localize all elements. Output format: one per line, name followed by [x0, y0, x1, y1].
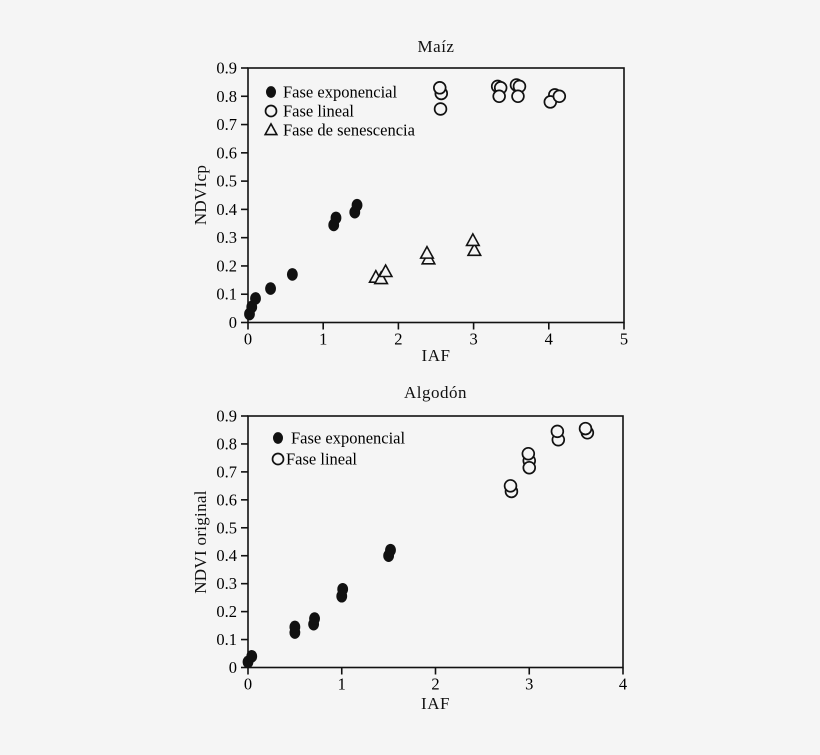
point-open-circle	[521, 446, 536, 461]
y-tick-label: 0.5	[216, 172, 237, 191]
point-filled-circle	[385, 543, 396, 557]
point-open-circle	[492, 89, 506, 104]
x-tick-label: 2	[394, 330, 402, 349]
y-tick-label: 0.7	[216, 115, 237, 134]
y-axis-label-algodon: NDVI original	[191, 490, 210, 594]
y-tick-label: 0.7	[216, 462, 237, 481]
point-open-circle	[552, 89, 567, 104]
x-tick-label: 0	[244, 330, 252, 349]
point-open-circle	[578, 421, 593, 436]
y-tick-label: 0.4	[216, 200, 237, 219]
point-open-circle	[511, 89, 525, 104]
point-open-triangle	[377, 263, 394, 278]
y-tick-label: 0.6	[216, 143, 237, 162]
legend-label: Fase exponencial	[283, 83, 397, 102]
y-tick-label: 0.3	[216, 574, 237, 593]
legend-label: Fase exponencial	[291, 429, 405, 448]
point-filled-circle	[250, 292, 261, 305]
point-open-circle	[271, 452, 285, 466]
x-tick-label: 4	[619, 675, 627, 694]
point-open-circle	[264, 104, 278, 118]
y-tick-label: 0.3	[216, 228, 237, 247]
point-filled-circle	[289, 620, 301, 634]
y-tick-label: 0.6	[216, 490, 237, 509]
y-tick-label: 0.9	[216, 59, 237, 78]
y-tick-label: 0.1	[216, 285, 237, 304]
point-open-circle	[503, 479, 518, 493]
plot-border	[247, 67, 625, 324]
y-tick-label: 0	[229, 658, 237, 677]
x-tick-label: 1	[319, 330, 327, 349]
point-filled-circle	[351, 198, 363, 212]
y-tick-label: 0.9	[216, 407, 237, 426]
legend-label: Fase de senescencia	[283, 121, 416, 140]
x-tick-label: 3	[525, 675, 533, 694]
x-tick-label: 1	[338, 675, 346, 694]
point-open-triangle	[263, 122, 279, 136]
y-tick-label: 0	[229, 313, 237, 332]
point-open-triangle	[419, 244, 435, 259]
x-axis-label-maiz: IAF	[421, 346, 451, 365]
point-open-triangle	[465, 232, 481, 247]
point-filled-circle	[309, 612, 320, 625]
x-tick-label: 4	[545, 330, 553, 349]
point-open-triangle	[373, 270, 389, 285]
x-axis-label-algodon: IAF	[421, 694, 450, 713]
point-open-triangle	[466, 242, 483, 257]
point-open-circle	[550, 424, 565, 439]
y-axis-label-maiz: NDVIcp	[191, 164, 210, 226]
legend-label: Fase lineal	[286, 450, 357, 469]
y-tick-label: 0.8	[216, 434, 237, 453]
y-tick-label: 0.2	[216, 256, 237, 275]
chart-title-algodon: Algodón	[404, 383, 467, 402]
x-tick-label: 0	[244, 675, 252, 694]
chart-title-maiz: Maíz	[417, 37, 455, 56]
point-filled-circle	[330, 211, 342, 225]
point-filled-circle	[337, 582, 349, 596]
point-open-circle	[433, 102, 448, 116]
point-open-circle	[522, 460, 536, 475]
point-filled-circle	[265, 86, 277, 98]
y-tick-label: 0.5	[216, 518, 237, 537]
x-tick-label: 5	[620, 330, 628, 349]
point-open-circle	[433, 81, 447, 95]
y-tick-label: 0.8	[216, 87, 237, 106]
point-filled-circle	[265, 282, 276, 295]
x-tick-label: 2	[431, 675, 439, 694]
point-filled-circle	[246, 650, 258, 663]
y-tick-label: 0.1	[216, 630, 237, 649]
y-tick-label: 0.4	[216, 546, 237, 565]
x-tick-label: 3	[469, 330, 477, 349]
point-filled-circle	[286, 268, 298, 281]
legend-label: Fase lineal	[283, 102, 354, 121]
y-tick-label: 0.2	[216, 602, 237, 621]
point-filled-circle	[272, 432, 284, 444]
